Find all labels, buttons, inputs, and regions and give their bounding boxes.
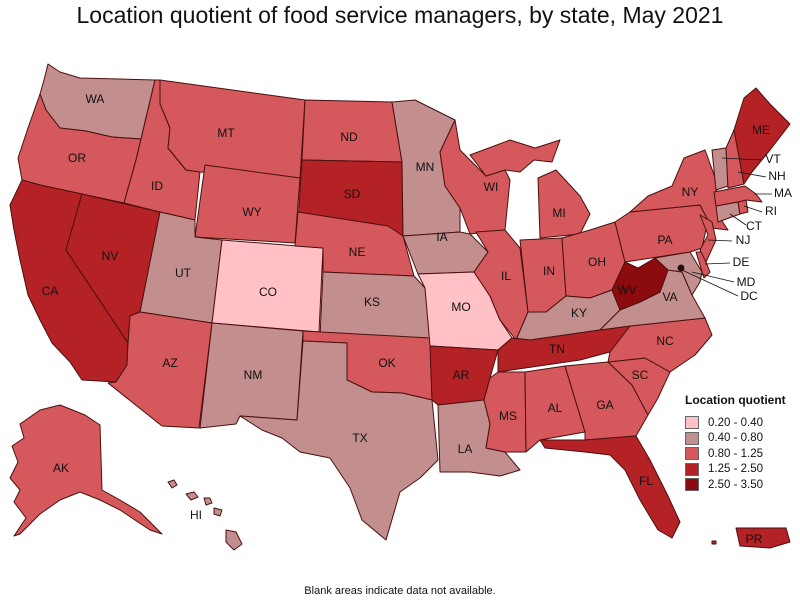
label-vt: VT: [765, 152, 781, 166]
label-mo: MO: [451, 300, 470, 314]
label-va: VA: [662, 290, 677, 304]
legend-label: 0.40 - 0.80: [708, 432, 763, 445]
state-ms[interactable]: [483, 371, 527, 453]
leader-de: [704, 262, 731, 265]
leader-ct: [729, 213, 747, 226]
label-la: LA: [458, 442, 473, 456]
label-al: AL: [548, 401, 563, 415]
label-ar: AR: [453, 368, 470, 382]
legend-label: 0.80 - 1.25: [708, 447, 763, 460]
state-fl[interactable]: [539, 435, 681, 539]
label-wv: WV: [617, 283, 636, 297]
label-az: AZ: [162, 356, 177, 370]
label-ks: KS: [364, 295, 380, 309]
leader-vt: [721, 157, 763, 161]
label-id: ID: [151, 179, 163, 193]
legend-item: 1.25 - 2.50: [685, 462, 797, 478]
label-ny: NY: [682, 185, 699, 199]
label-me: ME: [752, 123, 770, 137]
state-wy[interactable]: [194, 164, 301, 244]
label-de: DE: [733, 255, 750, 269]
state-me[interactable]: [733, 87, 791, 185]
label-nj: NJ: [736, 233, 751, 247]
legend-swatch: [685, 431, 699, 445]
label-sc: SC: [632, 368, 649, 382]
label-dc: DC: [740, 289, 758, 303]
state-ak[interactable]: [9, 404, 163, 537]
label-ak: AK: [53, 461, 69, 475]
state-ma[interactable]: [713, 185, 763, 207]
label-ca: CA: [42, 284, 59, 298]
state-wi[interactable]: [439, 119, 511, 235]
legend-swatch: [685, 478, 699, 492]
label-ri: RI: [765, 204, 777, 218]
label-hi: HI: [190, 508, 202, 522]
legend-title: Location quotient: [685, 393, 786, 407]
map-title: Location quotient of food service manage…: [76, 2, 724, 28]
state-pr[interactable]: [711, 527, 791, 549]
label-ct: CT: [746, 219, 763, 233]
legend-label: 1.25 - 2.50: [708, 463, 763, 476]
legend-swatch: [685, 416, 699, 430]
label-pr: PR: [746, 532, 763, 546]
label-nv: NV: [102, 249, 119, 263]
state-dc[interactable]: [677, 264, 685, 272]
label-pa: PA: [657, 233, 672, 247]
label-mt: MT: [217, 126, 235, 140]
label-tn: TN: [549, 342, 565, 356]
footnote: Blank areas indicate data not available.: [304, 585, 496, 597]
label-sd: SD: [344, 187, 361, 201]
label-ma: MA: [774, 186, 792, 200]
label-mn: MN: [416, 160, 435, 174]
legend-item: 0.20 - 0.40: [685, 415, 797, 431]
label-ne: NE: [349, 245, 366, 259]
label-nd: ND: [340, 130, 358, 144]
label-mi: MI: [552, 206, 565, 220]
label-ut: UT: [175, 266, 192, 280]
label-oh: OH: [588, 255, 606, 269]
label-nc: NC: [656, 334, 674, 348]
leader-md: [691, 271, 735, 283]
legend-item: 0.40 - 0.80: [685, 431, 797, 447]
leader-ri: [743, 205, 763, 213]
legend-label: 0.20 - 0.40: [708, 416, 763, 429]
label-co: CO: [259, 285, 277, 299]
label-in: IN: [543, 264, 555, 278]
label-il: IL: [501, 269, 511, 283]
legend-swatch: [685, 462, 699, 476]
state-il[interactable]: [473, 229, 529, 341]
label-ok: OK: [378, 356, 395, 370]
label-or: OR: [68, 151, 86, 165]
legend-item: 2.50 - 3.50: [685, 477, 797, 493]
state-de[interactable]: [695, 251, 711, 279]
label-ia: IA: [436, 230, 447, 244]
label-ms: MS: [499, 409, 517, 423]
state-tx[interactable]: [239, 340, 439, 541]
label-wa: WA: [86, 92, 105, 106]
label-nh: NH: [768, 169, 785, 183]
label-fl: FL: [639, 474, 653, 488]
leader-nj: [707, 239, 733, 242]
state-md[interactable]: [654, 251, 703, 296]
label-ky: KY: [571, 306, 587, 320]
label-tx: TX: [352, 431, 367, 445]
state-hi[interactable]: [167, 479, 243, 551]
legend: Location quotient 0.20 - 0.40 0.40 - 0.8…: [685, 393, 797, 493]
state-mi[interactable]: [469, 139, 591, 239]
label-nm: NM: [244, 368, 263, 382]
state-al[interactable]: [524, 365, 586, 453]
legend-item: 0.80 - 1.25: [685, 446, 797, 462]
leader-nh: [737, 171, 767, 178]
label-ga: GA: [596, 398, 613, 412]
label-wy: WY: [242, 205, 261, 219]
label-md: MD: [737, 275, 756, 289]
leader-dc: [681, 269, 739, 297]
state-nj[interactable]: [699, 214, 717, 263]
label-wi: WI: [484, 180, 499, 194]
legend-label: 2.50 - 3.50: [708, 478, 763, 491]
legend-swatch: [685, 447, 699, 461]
